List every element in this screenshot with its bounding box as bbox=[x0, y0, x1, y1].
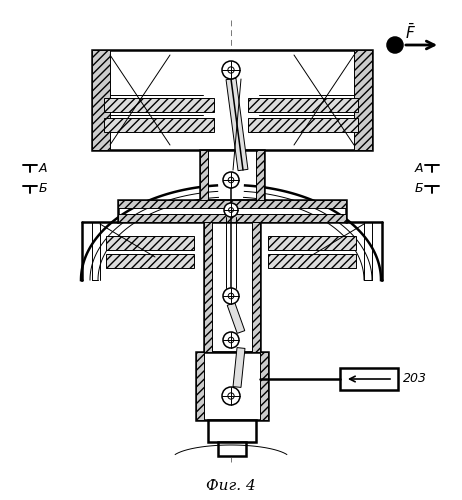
Bar bbox=[340, 368, 398, 390]
Bar bbox=[218, 442, 246, 456]
Polygon shape bbox=[233, 348, 245, 388]
Bar bbox=[248, 118, 358, 132]
Circle shape bbox=[223, 332, 239, 348]
Bar bbox=[268, 254, 356, 268]
Text: Б: Б bbox=[39, 182, 48, 196]
Bar bbox=[118, 200, 346, 208]
Circle shape bbox=[222, 387, 240, 405]
Bar bbox=[200, 150, 208, 200]
Bar bbox=[92, 50, 372, 150]
Bar bbox=[104, 118, 214, 132]
Bar bbox=[256, 150, 264, 200]
Text: 203: 203 bbox=[403, 372, 427, 386]
Circle shape bbox=[228, 177, 234, 183]
Bar bbox=[260, 352, 268, 420]
Bar bbox=[196, 352, 204, 420]
Circle shape bbox=[228, 67, 234, 73]
Bar bbox=[268, 236, 356, 250]
Circle shape bbox=[387, 37, 403, 53]
Circle shape bbox=[223, 172, 239, 188]
Bar bbox=[92, 50, 110, 150]
Text: $\bar{F}$: $\bar{F}$ bbox=[405, 22, 415, 42]
Bar bbox=[196, 352, 268, 420]
Bar bbox=[204, 222, 212, 352]
Circle shape bbox=[228, 293, 234, 299]
Text: Б: Б bbox=[414, 182, 423, 196]
Bar bbox=[106, 254, 194, 268]
Bar bbox=[106, 236, 194, 250]
Text: A: A bbox=[39, 162, 48, 174]
Bar bbox=[118, 200, 346, 222]
Bar bbox=[248, 98, 358, 112]
Bar bbox=[118, 214, 346, 222]
Bar bbox=[104, 98, 214, 112]
Circle shape bbox=[229, 208, 233, 212]
Bar bbox=[208, 420, 256, 442]
Bar bbox=[252, 222, 260, 352]
Circle shape bbox=[223, 288, 239, 304]
Circle shape bbox=[222, 61, 240, 79]
Text: Фиг. 4: Фиг. 4 bbox=[206, 479, 256, 493]
Polygon shape bbox=[226, 78, 248, 170]
Polygon shape bbox=[227, 302, 245, 334]
Bar bbox=[354, 50, 372, 150]
Text: A: A bbox=[414, 162, 423, 174]
Bar bbox=[204, 222, 260, 352]
Circle shape bbox=[228, 393, 234, 399]
Circle shape bbox=[224, 203, 238, 217]
Bar bbox=[200, 150, 264, 200]
Circle shape bbox=[228, 337, 234, 343]
